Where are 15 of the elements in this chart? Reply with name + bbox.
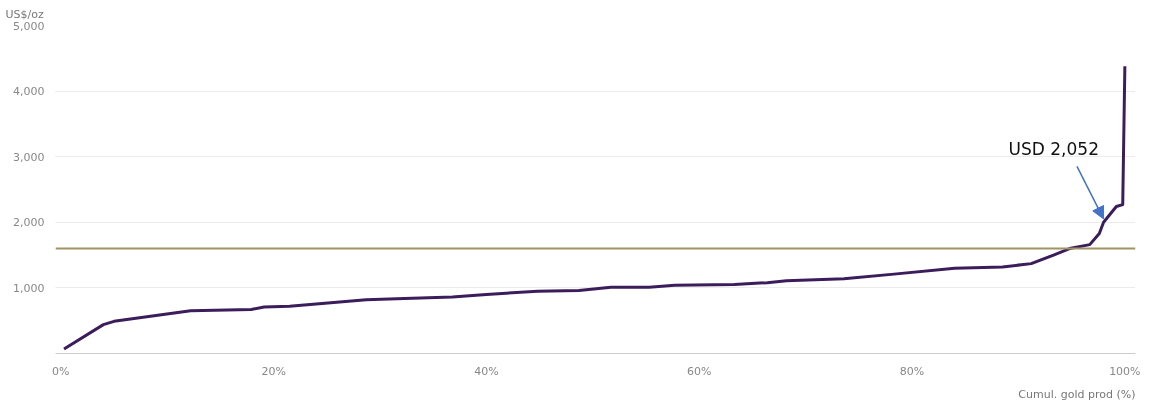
x-tick-label: 80% xyxy=(899,364,925,378)
y-axis-title: US$/oz xyxy=(5,7,44,21)
annotation: USD 2,052 xyxy=(1008,138,1099,159)
x-axis-title: Cumul. gold prod (%) xyxy=(1018,387,1136,401)
x-tick-label: 60% xyxy=(687,364,712,378)
y-tick-label: 1,000 xyxy=(13,281,45,295)
y-tick-label: 2,000 xyxy=(13,216,45,230)
y-tick-label: 3,000 xyxy=(13,150,45,164)
y-tick-label: 5,000 xyxy=(13,19,45,33)
x-tick-label: 0% xyxy=(52,364,70,378)
line-series xyxy=(62,64,1127,351)
x-tick-label: 20% xyxy=(261,364,286,378)
x-tick-label: 100% xyxy=(1109,364,1141,378)
y-tick-label: 4,000 xyxy=(13,85,45,99)
x-tick-label: 40% xyxy=(474,364,499,378)
